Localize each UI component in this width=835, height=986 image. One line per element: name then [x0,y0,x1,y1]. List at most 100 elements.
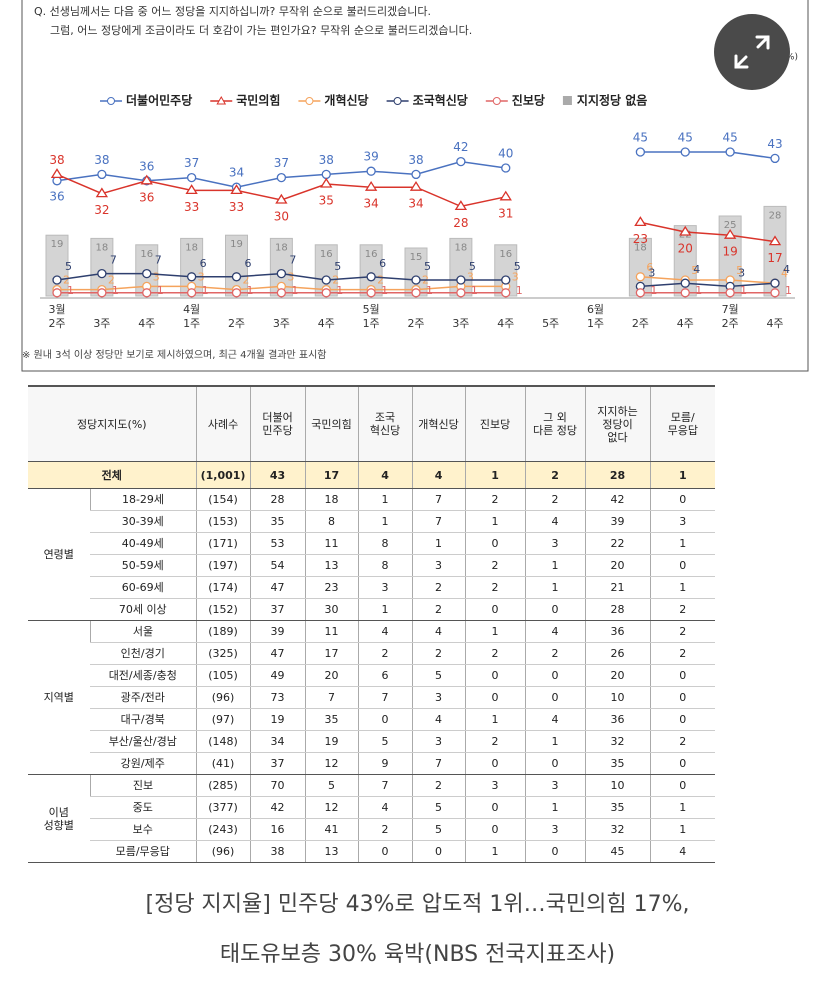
cell-value: 1 [524,576,586,599]
value-label: 36 [139,159,154,173]
value-label: 3 [648,266,655,279]
cell-value: 2 [411,576,466,599]
marker [501,288,511,298]
marker [186,272,197,282]
group-line: 연령별 [43,548,74,561]
marker [276,288,287,298]
row-label: 40-49세 [90,532,197,555]
value-label: 2 [108,274,115,287]
value-label: 30 [274,210,289,224]
marker [140,174,153,185]
cell-value: 8 [304,510,359,533]
legend-marker [492,97,501,105]
table-row: 중도 (377) 42 12 4 5 0 1 35 1 [28,796,805,819]
sample-size: (197) [195,554,251,577]
cell-value: 2 [649,730,716,753]
sample-size: (171) [195,532,251,555]
cell-value: 13 [304,554,359,577]
cell-value: 4 [649,840,716,863]
cell-value: 3 [464,774,526,797]
column-header: 진보당 [464,385,526,462]
value-label: 23 [633,232,648,246]
marker [50,168,64,179]
cell-value: 45 [584,840,651,863]
group-line: 이념 [48,805,69,819]
marker [97,288,107,298]
marker [770,153,780,164]
value-label: 5 [736,264,743,277]
legend-marker [393,97,402,105]
group-label: 연령별 [28,488,90,621]
value-label: 1 [202,284,209,297]
table-row: 보수 (243) 16 41 2 5 0 3 32 1 [28,818,805,841]
group-line: 성향별 [43,818,74,832]
x-tick-label: 4월 1주 [183,303,200,330]
header-line: 모름/ [670,411,695,424]
cell-value: 10 [584,774,651,797]
row-label: 보수 [90,818,197,841]
sample-size: (148) [195,730,251,753]
expand-button[interactable] [714,14,790,90]
cell-value: 0 [464,664,526,687]
cell-value: 19 [249,708,306,731]
cell-value: 1 [649,818,716,841]
row-label: 부산/울산/경남 [90,730,197,753]
expand-circle[interactable] [714,14,790,90]
value-label: 5 [424,260,431,273]
expand-icon[interactable] [734,35,770,69]
cell-value: 1 [464,708,526,731]
table-row: 이념 성향별 진보 (285) 70 5 7 2 3 3 10 0 [28,774,805,863]
x-tick-label: 2주 [228,317,245,330]
table-row: 30-39세 (153) 35 8 1 7 1 4 39 3 [28,510,805,533]
marker [52,288,62,298]
cell-value: 20 [584,554,651,577]
cell-value: 3 [524,818,586,841]
marker [411,288,421,298]
row-label: 전체 [28,461,197,489]
x-tick-label: 3월 2주 [48,303,65,330]
header-line: 혁신당 [369,424,401,437]
row-label: 50-59세 [90,554,197,577]
cell-value: 7 [411,488,466,511]
table-row: 강원/제주 (41) 37 12 9 7 0 0 35 0 [28,752,805,775]
cell-value: 12 [304,796,359,819]
cell-value: 0 [649,488,716,511]
cell-value: 4 [524,708,586,731]
header-line: 무응답 [667,424,698,437]
cell-value: 54 [249,554,306,577]
x-tick-label: 3주 [452,317,469,330]
value-label: 45 [678,131,693,145]
table-row: 광주/전라 (96) 73 7 7 3 0 0 10 0 [28,686,805,709]
value-label: 2 [63,274,70,287]
cell-value: 4 [357,796,413,819]
cell-value: 7 [357,774,413,797]
cell-value: 5 [304,774,359,797]
value-label: 1 [471,284,478,297]
cell-value: 2 [464,576,526,599]
marker [456,288,466,298]
value-label: 17 [767,251,782,265]
cell-value: 1 [649,461,716,489]
cell-value: 1 [464,620,526,643]
x-tick-label: 2주 [632,317,649,330]
value-label: 38 [319,153,334,167]
table-row: 정당지지도(%) 사례수 더불어 민주당 국민의힘 조국 혁신당 개혁신당 진보당 그 외 다른 정… [28,385,805,462]
legend-marker [107,97,115,105]
table-row: 40-49세 (171) 53 11 8 1 0 3 22 1 [28,532,805,555]
marker [366,288,376,298]
cell-value: 0 [649,752,716,775]
sample-size: (153) [195,510,251,533]
cell-value: 8 [357,554,413,577]
cell-value: 0 [464,796,526,819]
value-label: 6 [245,257,252,270]
cell-value: 0 [649,686,716,709]
value-label: 6 [646,261,653,274]
marker [501,275,511,285]
cell-value: 3 [524,532,586,555]
marker [95,187,109,198]
cell-value: 1 [464,461,526,489]
table-row: 50-59세 (197) 54 13 8 3 2 1 20 0 [28,554,805,577]
cell-value: 3 [411,686,466,709]
table-row: 모름/무응답 (96) 38 13 0 0 1 0 45 4 [28,840,805,863]
cell-value: 7 [357,686,413,709]
